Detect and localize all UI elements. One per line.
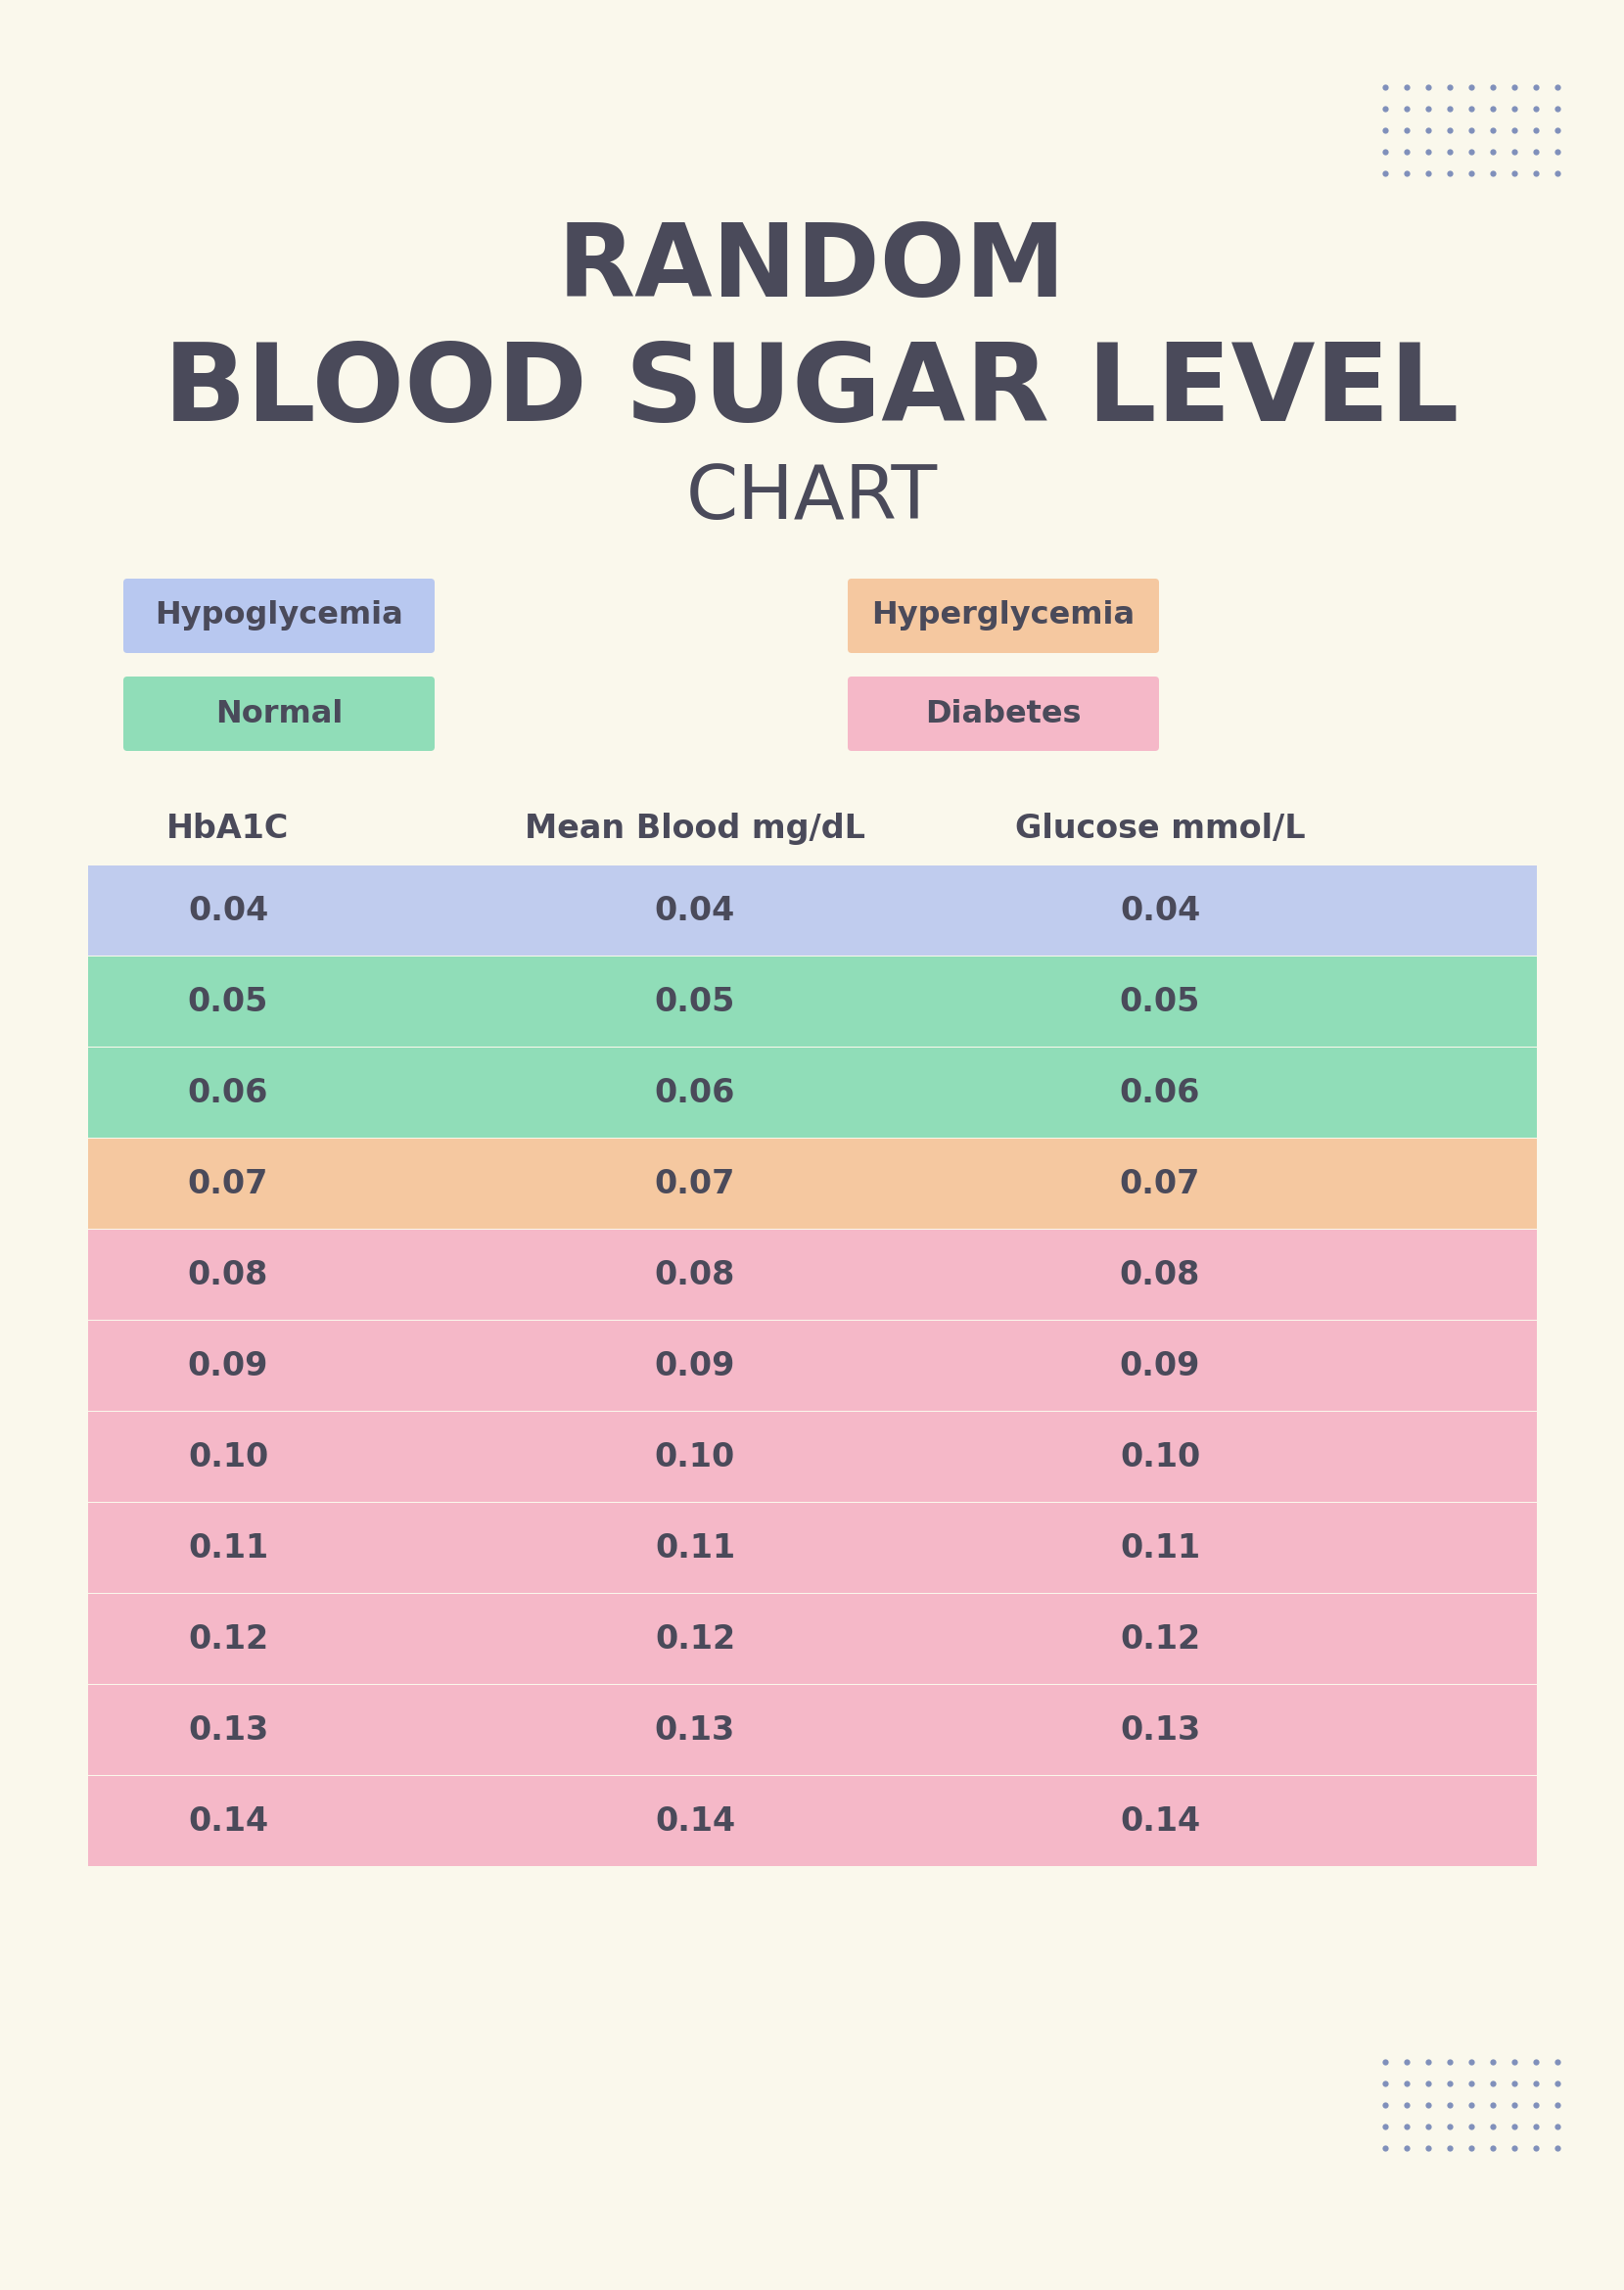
FancyBboxPatch shape xyxy=(88,957,1536,1047)
FancyBboxPatch shape xyxy=(88,1502,1536,1594)
FancyBboxPatch shape xyxy=(123,579,435,653)
Text: 0.10: 0.10 xyxy=(654,1440,736,1472)
Text: 0.14: 0.14 xyxy=(654,1805,736,1837)
Text: 0.08: 0.08 xyxy=(654,1260,736,1292)
Text: 0.04: 0.04 xyxy=(654,895,736,927)
Text: 0.05: 0.05 xyxy=(654,987,736,1019)
Text: Normal: Normal xyxy=(214,698,343,728)
Text: 0.06: 0.06 xyxy=(188,1076,268,1108)
FancyBboxPatch shape xyxy=(88,866,1536,955)
Text: Glucose mmol/L: Glucose mmol/L xyxy=(1015,813,1306,845)
Text: 0.11: 0.11 xyxy=(188,1532,268,1564)
Text: 0.06: 0.06 xyxy=(1119,1076,1200,1108)
Text: 0.07: 0.07 xyxy=(1119,1168,1200,1200)
Text: 0.08: 0.08 xyxy=(188,1260,268,1292)
Text: 0.12: 0.12 xyxy=(654,1624,736,1656)
Text: 0.13: 0.13 xyxy=(188,1715,268,1747)
Text: 0.13: 0.13 xyxy=(654,1715,736,1747)
Text: 0.14: 0.14 xyxy=(1121,1805,1200,1837)
Text: 0.09: 0.09 xyxy=(1119,1351,1200,1383)
FancyBboxPatch shape xyxy=(88,1594,1536,1683)
Text: Diabetes: Diabetes xyxy=(926,698,1082,728)
FancyBboxPatch shape xyxy=(88,1685,1536,1775)
Text: 0.11: 0.11 xyxy=(1121,1532,1200,1564)
Text: RANDOM: RANDOM xyxy=(557,220,1065,318)
Text: 0.07: 0.07 xyxy=(654,1168,736,1200)
Text: 0.11: 0.11 xyxy=(654,1532,736,1564)
FancyBboxPatch shape xyxy=(88,1413,1536,1502)
FancyBboxPatch shape xyxy=(848,676,1160,751)
Text: Hypoglycemia: Hypoglycemia xyxy=(154,600,403,632)
Text: CHART: CHART xyxy=(685,463,937,534)
Text: 0.09: 0.09 xyxy=(188,1351,268,1383)
Text: 0.05: 0.05 xyxy=(188,987,268,1019)
Text: 0.07: 0.07 xyxy=(188,1168,268,1200)
Text: Hyperglycemia: Hyperglycemia xyxy=(872,600,1135,632)
Text: 0.10: 0.10 xyxy=(188,1440,268,1472)
Text: 0.10: 0.10 xyxy=(1119,1440,1200,1472)
Text: 0.14: 0.14 xyxy=(188,1805,268,1837)
FancyBboxPatch shape xyxy=(88,1047,1536,1138)
Text: 0.04: 0.04 xyxy=(1119,895,1200,927)
FancyBboxPatch shape xyxy=(123,676,435,751)
Text: 0.13: 0.13 xyxy=(1119,1715,1200,1747)
FancyBboxPatch shape xyxy=(88,1230,1536,1319)
Text: Mean Blood mg/dL: Mean Blood mg/dL xyxy=(525,813,866,845)
Text: BLOOD SUGAR LEVEL: BLOOD SUGAR LEVEL xyxy=(164,339,1460,442)
Text: 0.09: 0.09 xyxy=(654,1351,736,1383)
Text: 0.12: 0.12 xyxy=(1121,1624,1200,1656)
Text: 0.12: 0.12 xyxy=(188,1624,268,1656)
Text: HbA1C: HbA1C xyxy=(167,813,289,845)
Text: 0.08: 0.08 xyxy=(1119,1260,1200,1292)
Text: 0.05: 0.05 xyxy=(1119,987,1200,1019)
FancyBboxPatch shape xyxy=(88,1138,1536,1230)
FancyBboxPatch shape xyxy=(88,1321,1536,1411)
Text: 0.04: 0.04 xyxy=(188,895,268,927)
Text: 0.06: 0.06 xyxy=(654,1076,736,1108)
FancyBboxPatch shape xyxy=(848,579,1160,653)
FancyBboxPatch shape xyxy=(88,1777,1536,1866)
